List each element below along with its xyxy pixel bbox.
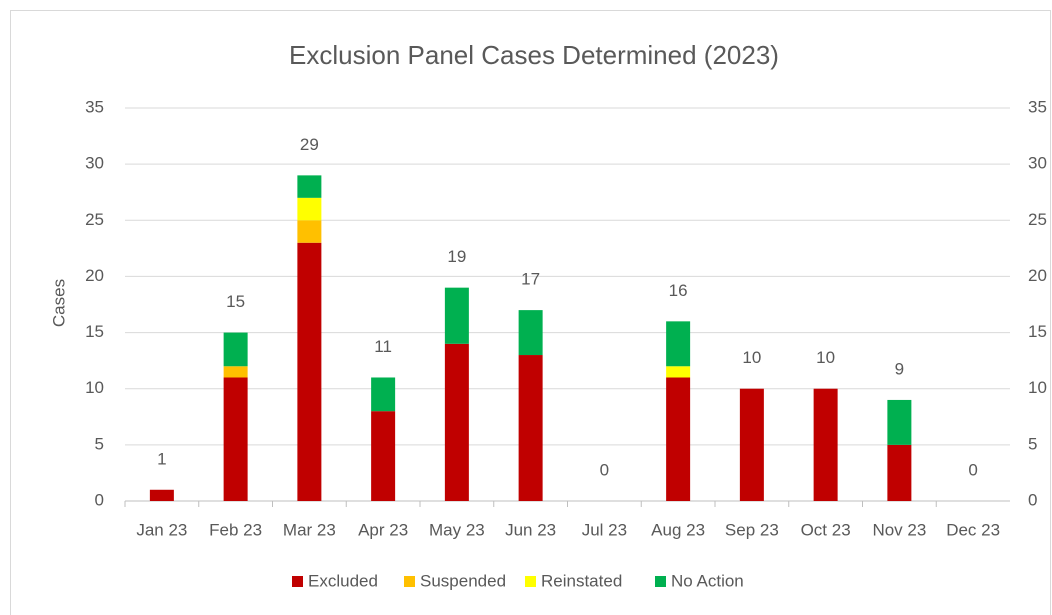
x-tick-label: Aug 23 [651,520,705,539]
bar-segment [739,388,764,501]
total-label: 1 [157,449,166,468]
y2-tick-label: 0 [1028,490,1037,509]
bar-segment [297,242,322,501]
x-tick-label: Jul 23 [582,520,627,539]
bar-segment [666,366,691,378]
total-label: 9 [895,359,904,378]
bar-segment [887,399,912,445]
legend-swatch [292,576,303,587]
x-tick-label: Mar 23 [283,520,336,539]
x-tick-label: May 23 [429,520,485,539]
y-tick-label: 15 [85,322,104,341]
y2-tick-label: 20 [1028,266,1047,285]
y-tick-label: 10 [85,378,104,397]
legend-label: Reinstated [541,571,622,590]
y-axis-label: Cases [49,279,68,327]
y-tick-label: 20 [85,266,104,285]
x-tick-label: Sep 23 [725,520,779,539]
bar-segment [518,310,543,356]
x-tick-label: Jan 23 [136,520,187,539]
bar-segment [666,377,691,501]
bar-segment [223,332,248,367]
legend-swatch [655,576,666,587]
x-tick-label: Jun 23 [505,520,556,539]
y2-tick-label: 25 [1028,210,1047,229]
bar-segment [149,489,174,501]
total-label: 11 [374,337,392,356]
legend-label: Suspended [420,571,506,590]
y2-tick-label: 35 [1028,97,1047,116]
legend-swatch [404,576,415,587]
total-label: 15 [226,292,245,311]
y-tick-label: 25 [85,210,104,229]
total-label: 10 [816,348,835,367]
y-tick-label: 5 [95,434,104,453]
x-tick-label: Apr 23 [358,520,408,539]
total-label: 29 [300,135,319,154]
bar-segment [297,220,322,243]
bar-segment [666,321,691,367]
bar-segment [223,377,248,501]
bar-segment [371,411,396,501]
bar-segment [444,287,469,344]
legend-label: Excluded [308,571,378,590]
total-label: 16 [669,281,688,300]
x-tick-label: Oct 23 [801,520,851,539]
total-label: 0 [600,460,609,479]
bar-segment [813,388,838,501]
legend-label: No Action [671,571,744,590]
x-tick-label: Nov 23 [872,520,926,539]
bar-segment [518,355,543,501]
total-label: 10 [742,348,761,367]
bar-segment [297,197,322,221]
total-label: 19 [447,247,466,266]
y-tick-label: 0 [95,490,104,509]
bar-segment [444,343,469,501]
chart-title: Exclusion Panel Cases Determined (2023) [289,40,779,70]
y2-tick-label: 15 [1028,322,1047,341]
x-tick-label: Dec 23 [946,520,1000,539]
bar-segment [887,444,912,501]
x-tick-label: Feb 23 [209,520,262,539]
y-tick-label: 30 [85,154,104,173]
total-label: 0 [968,460,977,479]
total-label: 17 [521,270,540,289]
y2-tick-label: 30 [1028,154,1047,173]
y-tick-label: 35 [85,97,104,116]
legend-swatch [525,576,536,587]
y2-tick-label: 10 [1028,378,1047,397]
bar-segment [371,377,396,412]
y2-tick-label: 5 [1028,434,1037,453]
bar-segment [297,175,322,198]
bar-segment [223,366,248,378]
